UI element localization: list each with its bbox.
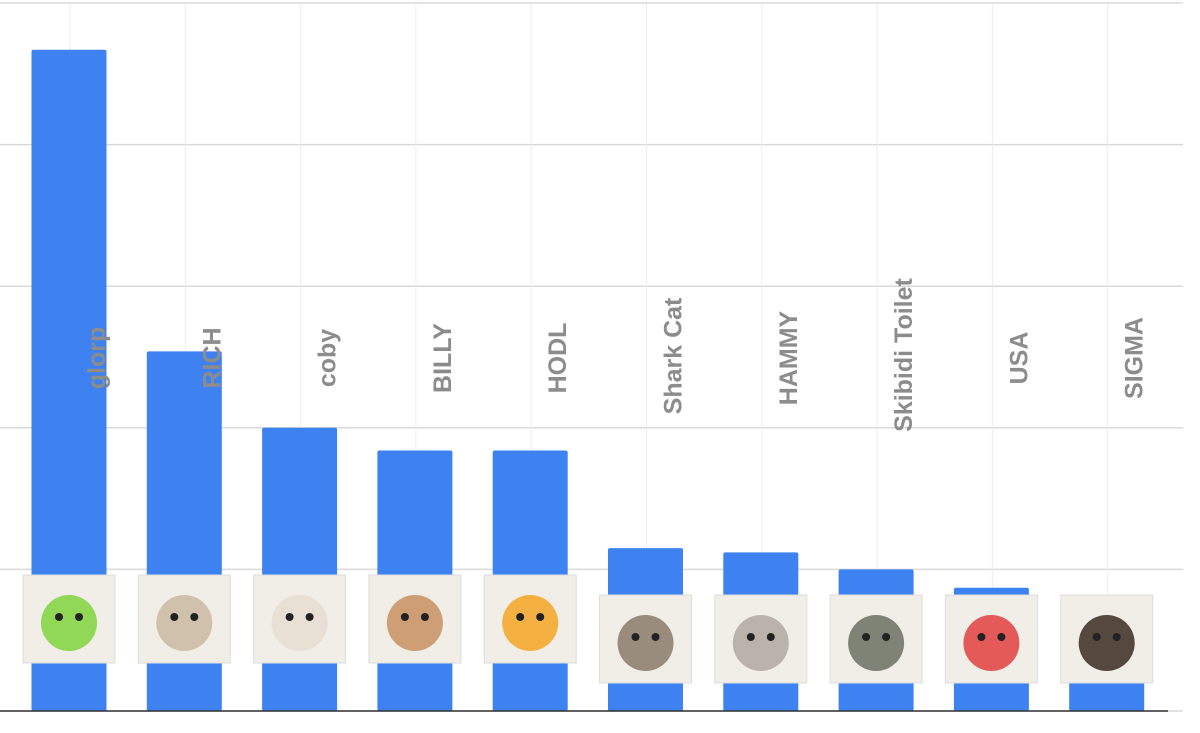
chart-icons	[22, 574, 1154, 684]
bar-label: RICH	[198, 327, 226, 388]
green-alien-cat-icon	[22, 574, 116, 664]
bar-label: coby	[314, 329, 342, 387]
usa-eagle-icon	[944, 594, 1038, 684]
bar-coby	[262, 427, 338, 711]
bar-label: HODL	[544, 323, 572, 394]
chart-labels: glorp RICH coby BILLY HODL Shark Cat HAMMY Skib…	[83, 277, 1149, 431]
hamster-icon	[714, 594, 808, 684]
bar-label: USA	[1005, 332, 1033, 385]
goku-relaxing-icon	[137, 574, 231, 664]
puppy-icon	[368, 574, 462, 664]
bar-label: Skibidi Toilet	[890, 277, 918, 431]
sigma-man-icon	[1060, 594, 1154, 684]
bar-label: glorp	[83, 327, 111, 390]
bar-label: BILLY	[429, 323, 457, 393]
bar-label: Shark Cat	[660, 297, 688, 414]
orange-mascot-icon	[483, 574, 577, 664]
bar-label: HAMMY	[775, 310, 803, 405]
bar-glorp	[31, 49, 107, 711]
skibidi-toilet-icon	[829, 594, 923, 684]
bar-label: SIGMA	[1121, 317, 1149, 399]
puppy-bunny-hat-icon	[253, 574, 347, 664]
cat-shark-hat-icon	[599, 594, 692, 684]
